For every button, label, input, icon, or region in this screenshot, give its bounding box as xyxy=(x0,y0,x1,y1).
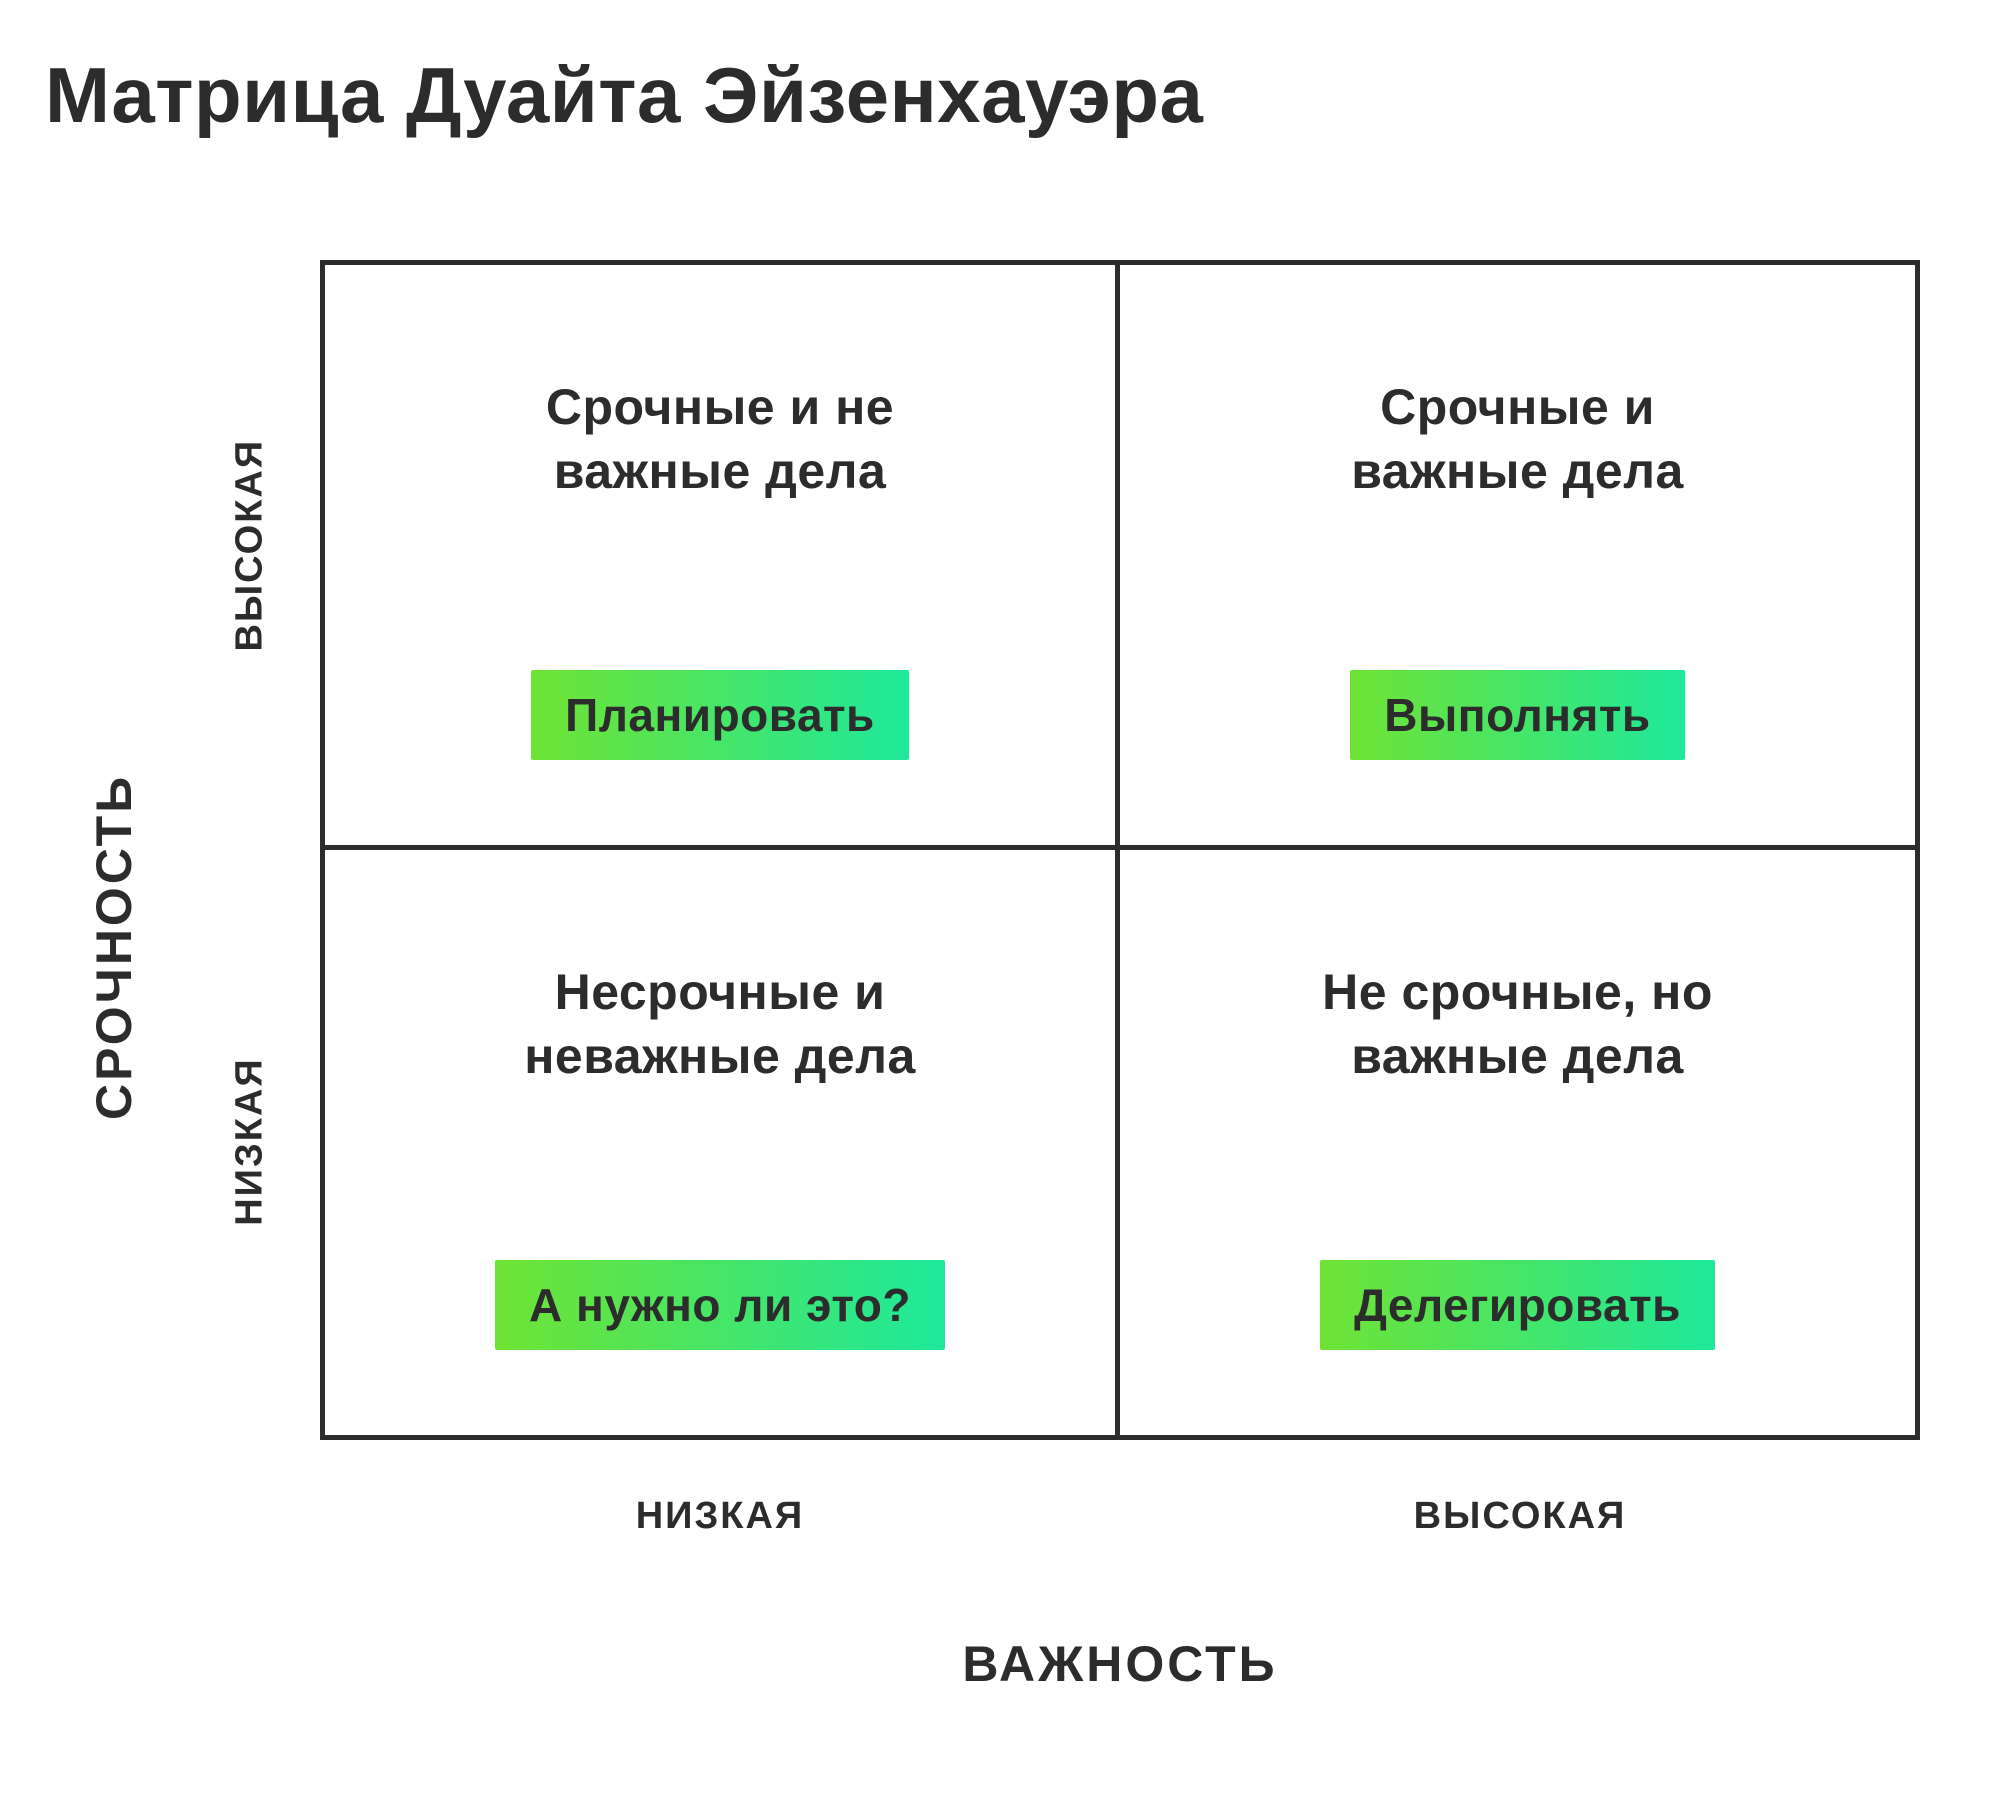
quadrant-badge-do: Выполнять xyxy=(1350,670,1684,760)
heading-line: Срочные и не xyxy=(546,379,894,435)
quadrant-urgent-not-important: Срочные и не важные дела Планировать xyxy=(325,265,1120,850)
heading-line: Срочные и xyxy=(1380,379,1655,435)
quadrant-not-urgent-not-important: Несрочные и неважные дела А нужно ли это… xyxy=(325,850,1120,1435)
x-axis-label-high: ВЫСОКАЯ xyxy=(1120,1495,1920,1538)
heading-line: важные дела xyxy=(554,443,887,499)
quadrant-heading: Срочные и важные дела xyxy=(1351,375,1684,503)
matrix-grid: Срочные и не важные дела Планировать Сро… xyxy=(320,260,1920,1440)
quadrant-badge-delegate: Делегировать xyxy=(1320,1260,1715,1350)
quadrant-heading: Срочные и не важные дела xyxy=(546,375,894,503)
heading-line: неважные дела xyxy=(524,1028,916,1084)
y-axis-label-low: НИЗКАЯ xyxy=(229,1042,272,1242)
quadrant-heading: Не срочные, но важные дела xyxy=(1322,960,1713,1088)
x-axis-label-low: НИЗКАЯ xyxy=(320,1495,1120,1538)
x-axis-title: ВАЖНОСТЬ xyxy=(320,1635,1920,1693)
heading-line: Несрочные и xyxy=(555,964,886,1020)
quadrant-not-urgent-important: Не срочные, но важные дела Делегировать xyxy=(1120,850,1915,1435)
y-axis-title: СРОЧНОСТЬ xyxy=(85,774,143,1120)
quadrant-badge-plan: Планировать xyxy=(531,670,909,760)
quadrant-urgent-important: Срочные и важные дела Выполнять xyxy=(1120,265,1915,850)
matrix-canvas: Матрица Дуайта Эйзенхауэра СРОЧНОСТЬ ВЫС… xyxy=(0,0,1999,1796)
heading-line: Не срочные, но xyxy=(1322,964,1713,1020)
page-title: Матрица Дуайта Эйзенхауэра xyxy=(45,50,1203,141)
quadrant-heading: Несрочные и неважные дела xyxy=(524,960,916,1088)
heading-line: важные дела xyxy=(1351,443,1684,499)
quadrant-badge-question: А нужно ли это? xyxy=(495,1260,945,1350)
y-axis-label-high: ВЫСОКАЯ xyxy=(229,452,272,652)
heading-line: важные дела xyxy=(1351,1028,1684,1084)
